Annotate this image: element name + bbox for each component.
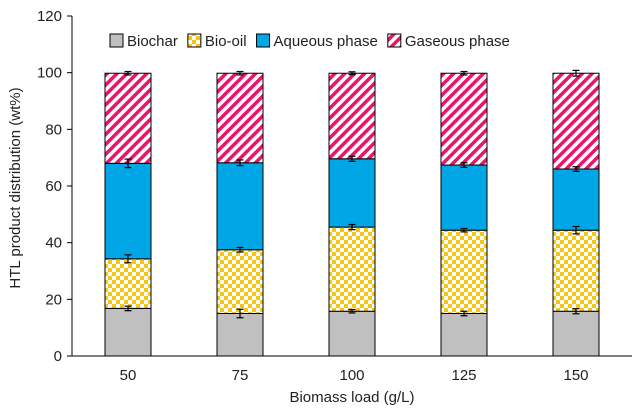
bar-aqueous-phase-150 xyxy=(552,168,600,231)
x-tick-label: 50 xyxy=(120,367,137,384)
legend: Biochar Bio-oil Aqueous phase Gaseous phase xyxy=(109,33,510,50)
y-tick-label: 80 xyxy=(45,121,62,138)
bar-gaseous-phase-100 xyxy=(328,72,376,160)
y-tick-label: 40 xyxy=(45,235,62,252)
x-axis-title: Biomass load (g/L) xyxy=(289,389,414,406)
bar-gaseous-phase-150 xyxy=(552,72,600,170)
bar-bio-oil-75 xyxy=(216,249,264,314)
legend-label-gaseous-phase: Gaseous phase xyxy=(405,33,510,50)
y-tick-label: 0 xyxy=(54,348,62,365)
legend-swatch-gaseous-phase xyxy=(387,33,402,48)
bar-gaseous-phase-125 xyxy=(440,72,488,166)
legend-swatch-bio-oil xyxy=(187,33,202,48)
x-tick-label: 75 xyxy=(232,367,249,384)
x-tick-label: 125 xyxy=(451,367,476,384)
bar-biochar-75 xyxy=(216,313,264,357)
bar-aqueous-phase-125 xyxy=(440,164,488,231)
bar-gaseous-phase-75 xyxy=(216,72,264,164)
bar-bio-oil-50 xyxy=(104,258,152,309)
bar-biochar-50 xyxy=(104,307,152,357)
bar-aqueous-phase-75 xyxy=(216,162,264,251)
x-axis-ticks: 50 75 100 125 150 xyxy=(120,367,589,384)
bar-bio-oil-100 xyxy=(328,226,376,312)
bar-gaseous-phase-50 xyxy=(104,72,152,164)
y-tick-label: 120 xyxy=(37,8,62,25)
y-axis-title: HTL product distribution (wt%) xyxy=(7,87,24,288)
legend-swatch-aqueous-phase xyxy=(256,33,271,48)
y-tick-label: 100 xyxy=(37,65,62,82)
bar-bio-oil-150 xyxy=(552,229,600,312)
bar-biochar-125 xyxy=(440,313,488,357)
legend-label-aqueous-phase: Aqueous phase xyxy=(274,33,378,50)
bar-aqueous-phase-50 xyxy=(104,162,152,260)
x-tick-label: 100 xyxy=(339,367,364,384)
x-tick-label: 150 xyxy=(563,367,588,384)
bars xyxy=(104,72,600,357)
bar-biochar-150 xyxy=(552,310,600,357)
bar-biochar-100 xyxy=(328,310,376,357)
legend-swatch-biochar xyxy=(109,33,124,48)
bar-bio-oil-125 xyxy=(440,229,488,314)
error-bars xyxy=(124,69,580,319)
y-tick-label: 20 xyxy=(45,291,62,308)
legend-label-biochar: Biochar xyxy=(127,33,178,50)
bar-aqueous-phase-100 xyxy=(328,158,376,228)
y-axis-ticks: 0 20 40 60 80 100 120 xyxy=(37,8,72,365)
legend-label-bio-oil: Bio-oil xyxy=(205,33,247,50)
y-tick-label: 60 xyxy=(45,178,62,195)
